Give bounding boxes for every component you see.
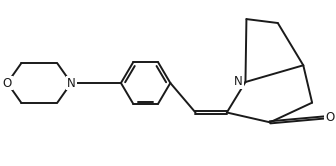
Text: N: N [67, 77, 76, 89]
Text: O: O [3, 77, 12, 89]
Text: O: O [325, 111, 334, 124]
Text: N: N [234, 75, 243, 88]
